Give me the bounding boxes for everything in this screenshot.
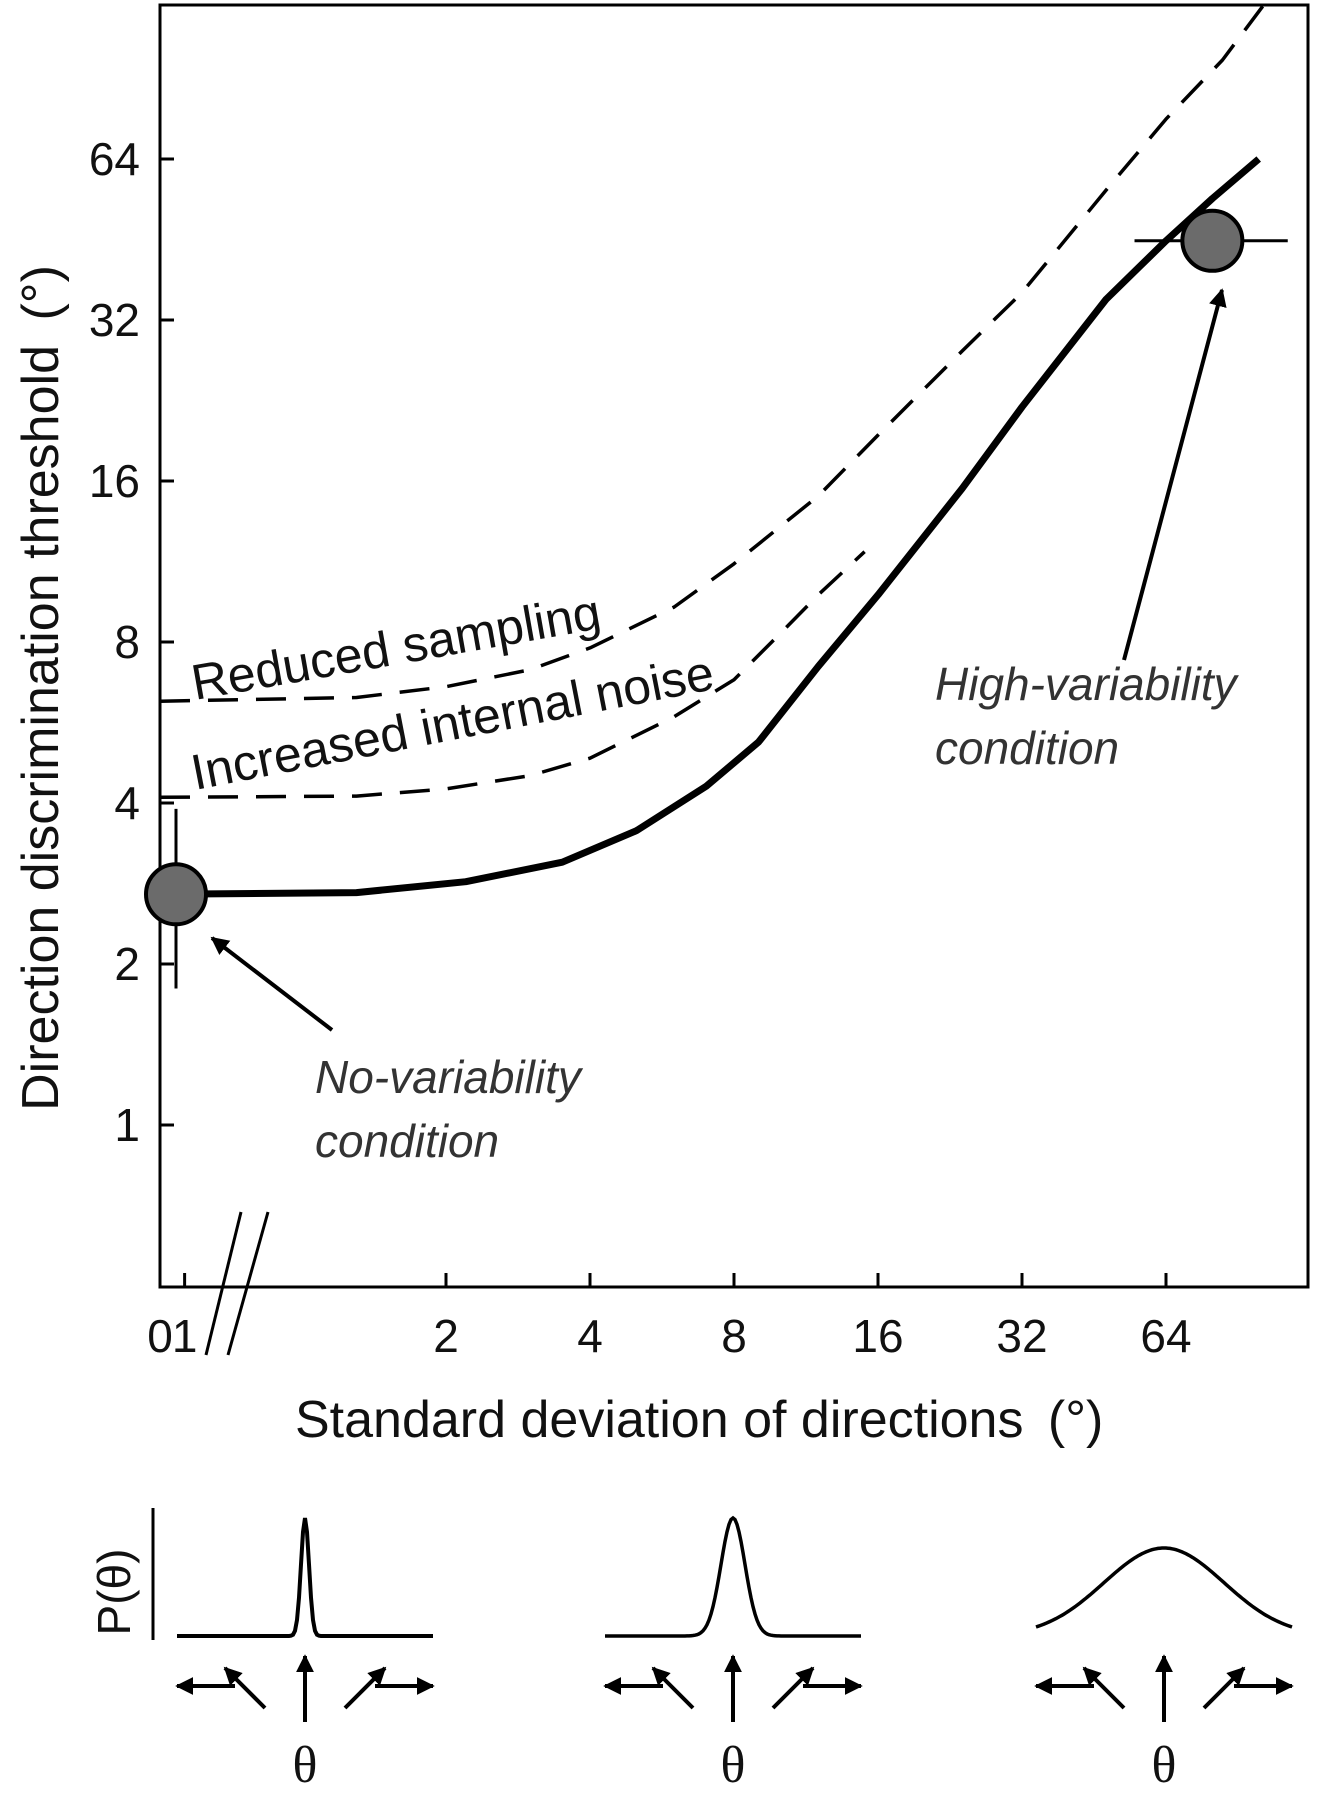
distribution-curve [605, 1515, 861, 1638]
inset-y-label: P(θ) [88, 1549, 140, 1636]
y-axis-ticks: 1 2 4 8 16 32 64 [89, 133, 174, 1151]
no-variability-condition-point [144, 862, 208, 927]
high-variability-arrow [1122, 288, 1227, 661]
y-tick-label-1: 1 [114, 1099, 140, 1151]
x-tick-label-64: 64 [1140, 1310, 1191, 1362]
up-right-arrow-icon [1202, 1666, 1246, 1710]
distribution-curve [177, 1517, 433, 1638]
y-tick-label-8: 8 [114, 616, 140, 668]
y-tick-label-4: 4 [114, 777, 140, 829]
x-tick-label-8: 8 [721, 1310, 747, 1362]
x-tick-label-0: 0 [147, 1310, 173, 1362]
inset-x-label: θ [293, 1737, 318, 1794]
x-axis-ticks: 0 1 2 4 8 16 32 64 [147, 1273, 1192, 1362]
x-axis-label: Standard deviation of directions (°) [295, 1391, 1103, 1449]
inset-x-label: θ [721, 1737, 746, 1794]
inset-panel-medium: θ [603, 1515, 863, 1794]
high-variability-annotation: High-variability condition [935, 658, 1249, 774]
x-tick-label-32: 32 [996, 1310, 1047, 1362]
distribution-curve [1035, 1546, 1293, 1629]
inset-x-label: θ [1152, 1737, 1177, 1794]
y-tick-label-64: 64 [89, 133, 140, 185]
points-layer [144, 208, 1288, 989]
series-line-reduced-sampling [160, 5, 1266, 703]
no-variability-annotation: No-variability condition [315, 1051, 594, 1167]
x-tick-label-1: 1 [172, 1310, 198, 1362]
no-variability-arrow [210, 936, 334, 1032]
series-layer [160, 5, 1266, 898]
up-right-arrow-icon [771, 1666, 815, 1710]
y-tick-label-32: 32 [89, 294, 140, 346]
axis-break [204, 1211, 270, 1356]
y-tick-label-2: 2 [114, 938, 140, 990]
inset-panel-wide: θ [1034, 1546, 1294, 1794]
y-axis-label: Direction discrimination threshold (°) [12, 265, 70, 1111]
series-line-increased-internal-noise [160, 550, 866, 800]
high-variability-condition-point [1180, 208, 1245, 273]
up-left-arrow-icon [223, 1666, 267, 1710]
x-tick-label-16: 16 [852, 1310, 903, 1362]
y-tick-label-16: 16 [89, 455, 140, 507]
up-left-arrow-icon [651, 1666, 695, 1710]
up-left-arrow-icon [1082, 1666, 1126, 1710]
x-tick-label-2: 2 [433, 1310, 459, 1362]
x-tick-label-4: 4 [577, 1310, 603, 1362]
inset-panel-narrow: θ [175, 1517, 435, 1794]
up-right-arrow-icon [343, 1666, 387, 1710]
series-line-model [160, 156, 1261, 898]
